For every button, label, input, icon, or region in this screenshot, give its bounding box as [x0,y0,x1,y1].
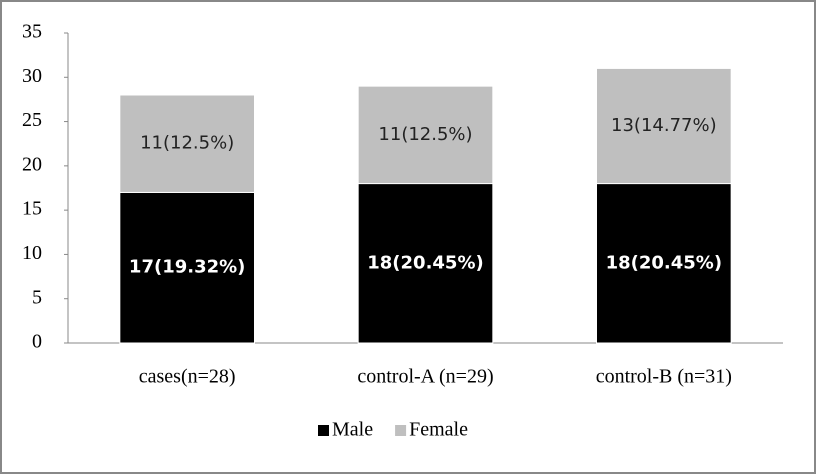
value-label: 17(19.32%) [129,257,245,278]
y-tick-label: 35 [22,21,42,43]
value-label: 18(20.45%) [606,252,722,273]
bar-segment [357,183,494,344]
value-label: 11(12.5%) [378,124,472,145]
x-tick-label: control-B (n=31) [596,366,732,388]
bar-segment [596,67,732,185]
y-tick-label: 20 [22,153,42,175]
bar-segment [357,85,494,185]
y-tick-label: 15 [22,198,42,220]
x-tick-label: cases(n=28) [139,366,236,388]
legend-swatch [395,425,407,436]
y-tick-label: 5 [32,286,42,308]
y-tick-label: 25 [22,109,42,131]
legend-label: Male [332,419,373,441]
y-tick-label: 0 [32,331,42,353]
y-tick-label: 30 [22,65,42,87]
y-tick-label: 10 [22,242,42,264]
value-label: 13(14.77%) [611,115,717,136]
bar-segment [119,191,255,344]
legend-swatch [318,425,329,436]
value-label: 11(12.5%) [140,133,234,154]
x-tick-label: control-A (n=29) [357,366,493,388]
bar-segment [596,183,732,344]
legend-label: Female [409,419,468,441]
bar-segment [119,94,255,193]
value-label: 18(20.45%) [367,252,483,273]
